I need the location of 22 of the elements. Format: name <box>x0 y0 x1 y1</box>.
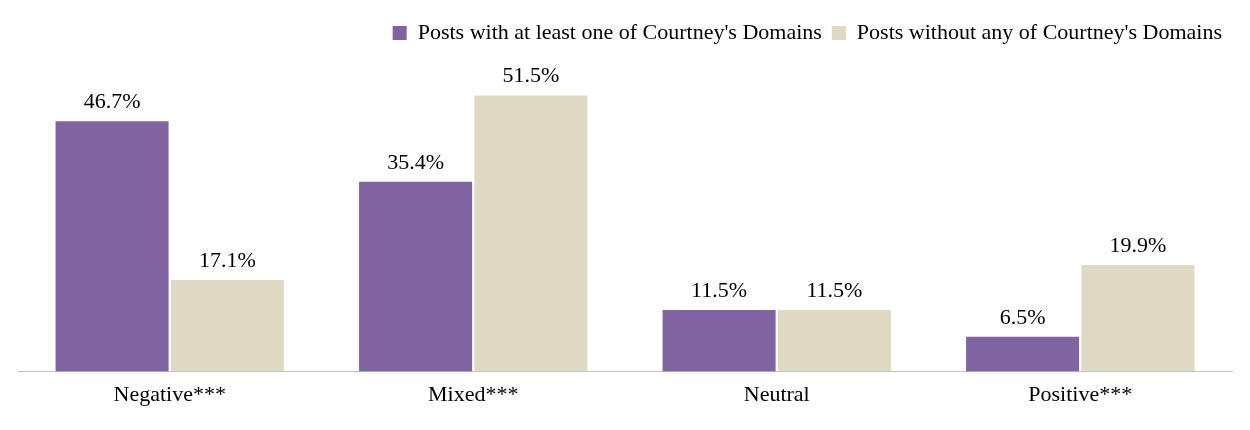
data-label: 35.4% <box>387 148 444 174</box>
x-tick-label: Positive*** <box>1028 380 1133 406</box>
bar <box>777 309 891 372</box>
data-label: 51.5% <box>502 62 560 88</box>
bar <box>662 309 776 372</box>
bar <box>359 181 473 372</box>
data-label: 11.5% <box>806 276 863 302</box>
x-tick-label: Negative*** <box>113 380 226 406</box>
data-label: 11.5% <box>691 276 748 302</box>
legend-label: Posts without any of Courtney's Domains <box>856 18 1223 44</box>
data-label: 46.7% <box>83 87 141 113</box>
x-tick-label: Mixed*** <box>428 380 519 406</box>
legend-label: Posts with at least one of Courtney's Domains <box>417 18 822 44</box>
data-label: 17.1% <box>199 246 256 272</box>
bar <box>474 95 588 372</box>
bar <box>966 336 1080 372</box>
data-label: 6.5% <box>999 303 1046 329</box>
data-label: 19.9% <box>1109 231 1167 257</box>
bar <box>55 121 169 372</box>
x-tick-label: Neutral <box>743 380 810 406</box>
bar <box>170 279 284 372</box>
bar <box>1081 264 1195 372</box>
